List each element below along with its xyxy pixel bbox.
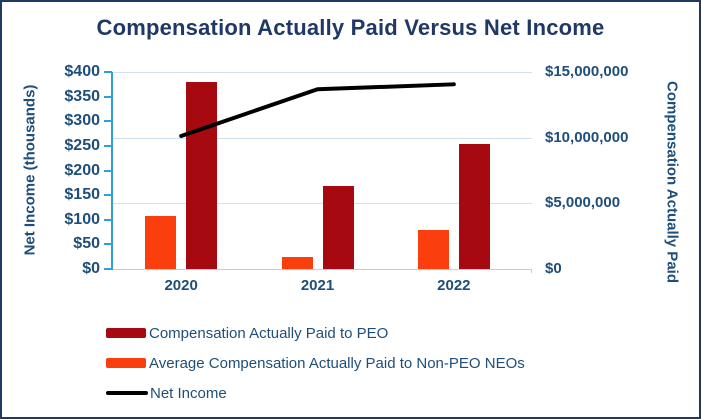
x-axis-label-2020: 2020	[164, 277, 198, 294]
right-axis-tick-label: $0	[545, 260, 562, 277]
x-axis-label-2021: 2021	[300, 277, 335, 294]
x-axis-label-2022: 2022	[437, 277, 471, 294]
compensation-actually-paid-to--swatch	[106, 328, 146, 338]
left-axis-tick	[104, 95, 112, 98]
gridline	[113, 72, 532, 73]
right-axis-tick-label: $5,000,000	[545, 194, 621, 212]
net-income-line	[179, 82, 456, 139]
average-compensation-actually--swatch	[106, 358, 146, 368]
left-axis-tick-label: $150	[64, 186, 100, 204]
bar-peo-2022	[458, 144, 490, 269]
legend-item-average-compensation-actually-: Average Compensation Actually Paid to No…	[106, 348, 525, 378]
legend-item-net-income: Net Income	[106, 378, 525, 408]
left-axis-tick	[104, 268, 112, 270]
left-axis-tick	[104, 194, 112, 197]
bar-non-peo-2022	[417, 229, 449, 269]
left-axis-tick-label: $0	[82, 260, 100, 277]
bar-peo-2020	[186, 81, 218, 269]
legend-label: Average Compensation Actually Paid to No…	[149, 354, 525, 372]
x-axis-line	[112, 269, 532, 270]
bar-peo-2021	[322, 186, 354, 269]
left-axis-tick	[104, 144, 112, 147]
left-axis-tick-label: $50	[73, 235, 100, 253]
bar-non-peo-2021	[281, 256, 313, 269]
right-axis-tick-label: $10,000,000	[545, 128, 629, 146]
right-axis-tick-label: $15,000,000	[545, 63, 629, 80]
left-axis-tick	[104, 169, 112, 172]
left-axis-tick-label: $400	[64, 63, 100, 80]
gridline	[113, 138, 532, 139]
legend-label: Compensation Actually Paid to PEO	[149, 324, 389, 342]
left-axis-tick-label: $300	[64, 112, 100, 130]
bar-non-peo-2020	[145, 216, 177, 269]
left-axis-tick	[104, 218, 112, 221]
legend-label: Net Income	[150, 384, 227, 402]
left-axis-tick-label: $200	[64, 161, 100, 179]
net-income-line-swatch	[106, 391, 148, 395]
left-axis-tick	[104, 120, 112, 123]
left-axis-tick-label: $100	[64, 210, 100, 228]
left-axis-tick	[104, 243, 112, 246]
x-axis-end-tick	[531, 269, 532, 273]
legend-item-compensation-actually-paid-to-: Compensation Actually Paid to PEO	[106, 318, 525, 348]
left-axis-tick-label: $250	[64, 136, 100, 154]
left-axis-tick-label: $350	[64, 87, 100, 105]
legend: Compensation Actually Paid to PEO Average…	[106, 318, 525, 408]
left-axis-tick	[104, 71, 112, 73]
left-axis-line	[111, 72, 113, 270]
chart-title: Compensation Actually Paid Versus Net In…	[96, 15, 605, 40]
